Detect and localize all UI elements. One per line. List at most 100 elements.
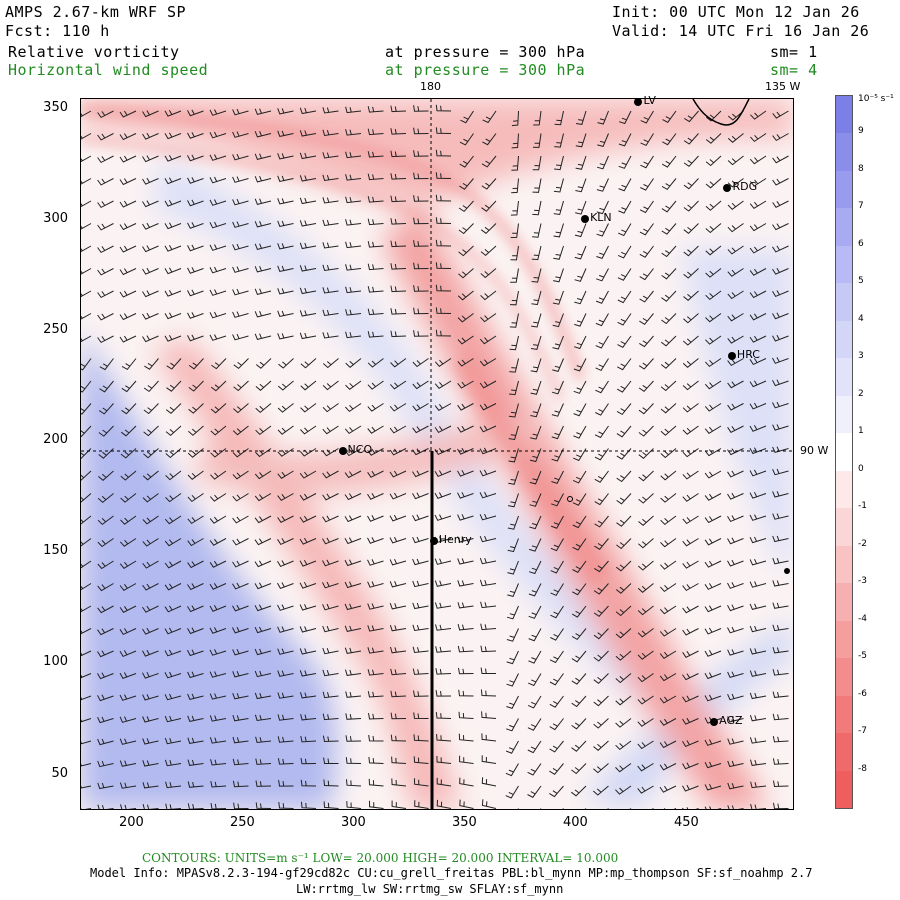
wind-barb [120,470,137,481]
wind-barb [550,605,564,619]
wind-barb [704,783,722,791]
wind-barb [142,290,159,298]
colorbar-label: 7 [858,201,864,212]
wind-barb [480,689,497,697]
wind-barb [81,695,92,701]
wind-barb [727,380,744,389]
wind-barb [412,492,429,500]
wind-barb [480,313,497,323]
wind-barb [390,646,407,654]
wind-barb [727,671,744,679]
wind-barb [81,673,92,679]
station-marker[interactable] [710,718,719,726]
wind-barb [99,380,114,393]
wind-barb [506,650,519,665]
wind-barb [727,582,744,589]
wind-barb [389,403,407,412]
wind-barb [277,493,294,501]
wind-barb [593,628,609,640]
wind-barb [345,331,362,339]
wind-barb [98,470,114,481]
wind-barb [210,803,227,809]
wind-barb [662,110,677,123]
wind-barb [255,780,272,787]
wind-barb [571,718,587,730]
wind-barb [187,515,204,525]
colorbar-segment [836,245,852,284]
wind-barb [277,538,294,546]
station-marker[interactable] [727,351,736,360]
wind-barb [507,560,519,575]
wind-barb [749,358,767,366]
wind-barb [682,695,699,703]
station-marker[interactable] [429,537,438,546]
wind-barb [660,448,677,459]
wind-barb [749,290,767,299]
wind-barb [435,284,452,292]
wind-barb [528,673,542,687]
wind-barb [187,583,204,591]
colorbar-segment [836,283,852,322]
wind-barb [460,110,474,124]
station-marker[interactable] [581,215,590,224]
wind-barb [772,245,789,253]
wind-barb [530,335,542,350]
colorbar-segment [836,133,852,172]
wind-barb [277,220,294,227]
wind-barb [323,779,339,787]
wind-barb [659,763,677,771]
wind-barb [772,713,789,721]
small-marker [567,496,573,502]
wind-barb [749,447,767,455]
wind-barb [574,223,587,238]
wind-barb [166,358,182,370]
wind-barb [345,264,362,271]
wind-barb [727,313,744,322]
wind-barb [660,425,677,436]
wind-barb [749,581,767,588]
wind-barb [97,245,114,254]
wind-barb [232,333,249,341]
wind-barb [97,155,114,164]
wind-barb [549,785,564,798]
wind-barb [232,648,249,656]
wind-barb [389,470,407,478]
y-tick-250: 250 [43,322,68,337]
wind-barb [528,605,542,619]
wind-barb [529,470,542,485]
wind-barb [97,628,114,636]
wind-barb [660,538,677,548]
wind-barb [638,403,654,415]
wind-barb [299,648,317,655]
wind-barb [277,108,294,115]
wind-barb [81,583,92,591]
station-marker[interactable] [723,184,732,193]
wind-barb [505,785,519,799]
wind-barb [81,605,92,613]
wind-barb [97,804,114,809]
wind-barb [749,737,767,744]
wind-barb [618,133,632,147]
wind-barb [531,268,542,283]
wind-barb [459,777,474,787]
wind-barb [457,447,474,455]
wind-barb [638,515,654,526]
wind-barb [120,493,137,503]
wind-barb [367,603,384,610]
wind-barb [414,800,429,809]
wind-barb [414,778,429,787]
wind-barb [660,515,677,526]
wind-barb [434,514,452,521]
wind-barb [595,380,609,394]
wind-barb [412,602,429,610]
map-plot[interactable] [80,98,794,810]
wind-barb [660,583,677,593]
station-marker[interactable] [634,98,643,107]
station-label: KLN [590,211,612,225]
wind-barb [511,133,519,149]
wind-barb [527,785,542,798]
wind-barb [277,670,294,677]
wind-barb [187,334,204,342]
wind-barb [322,174,339,182]
station-marker[interactable] [338,446,347,455]
